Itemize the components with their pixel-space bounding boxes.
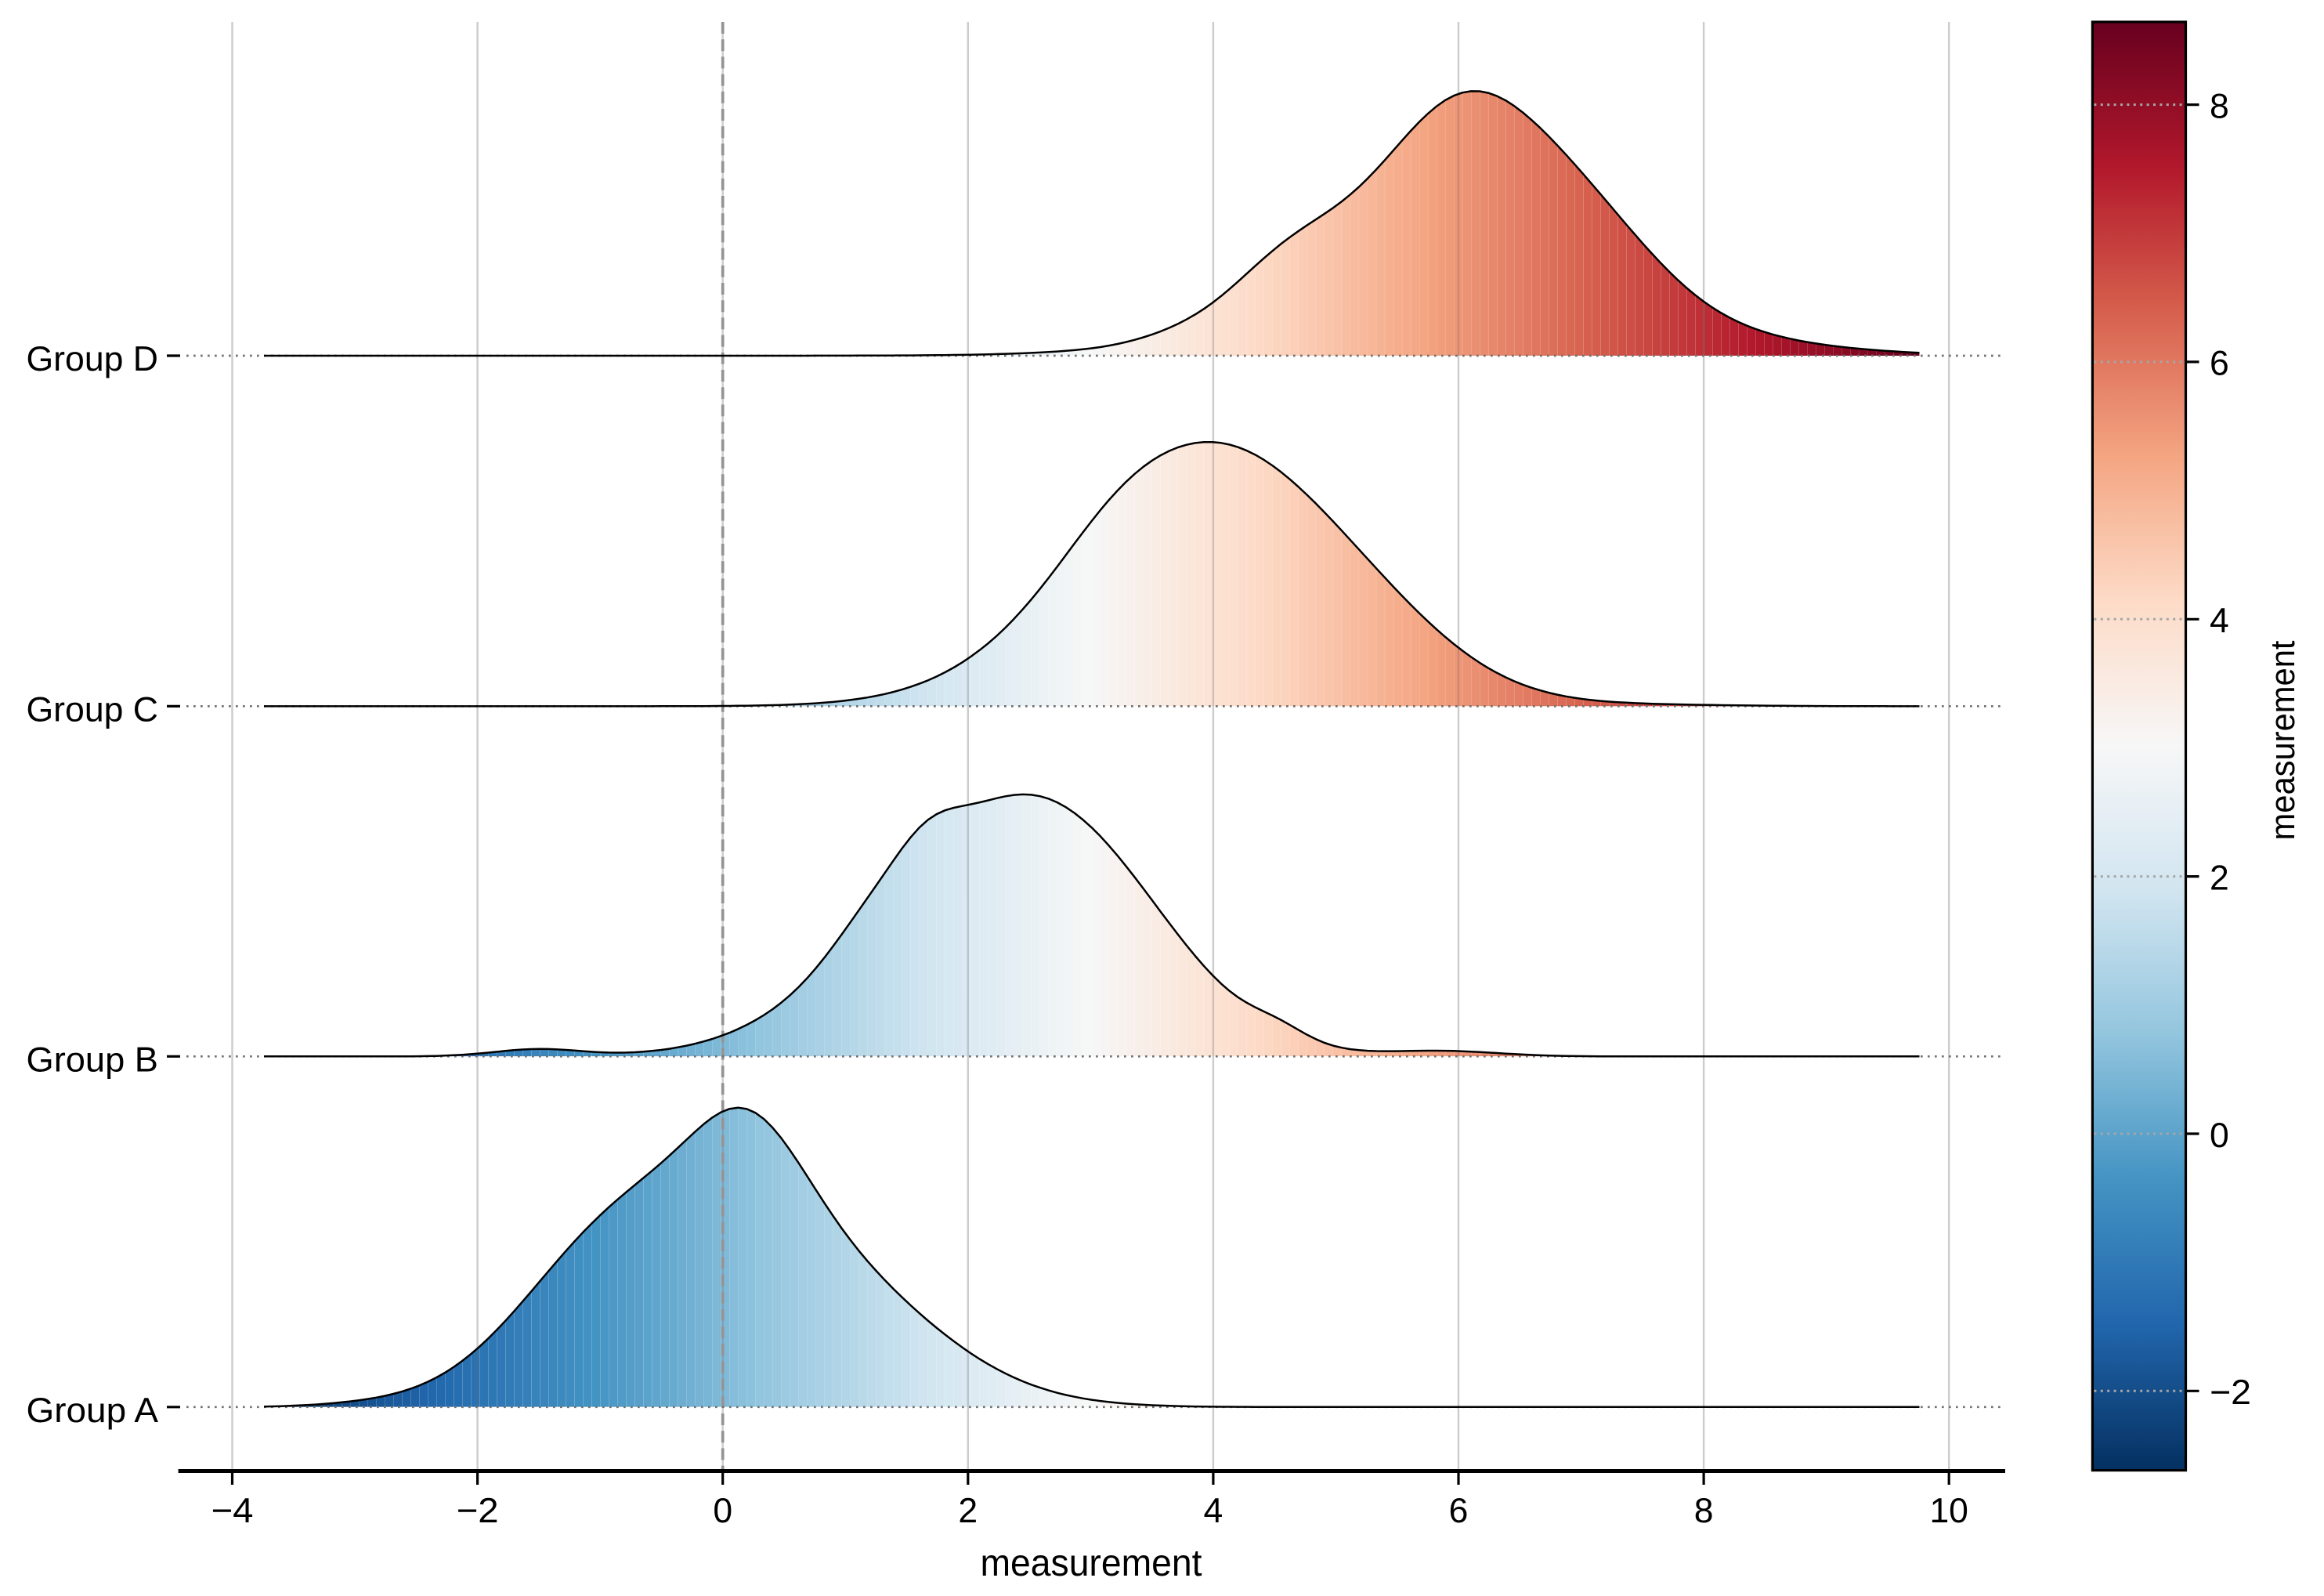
svg-text:Group A: Group A <box>27 1392 159 1430</box>
svg-text:measurement: measurement <box>2264 641 2302 841</box>
svg-text:8: 8 <box>1694 1492 1714 1530</box>
svg-text:6: 6 <box>1449 1492 1469 1530</box>
svg-text:−2: −2 <box>457 1492 499 1530</box>
svg-text:4: 4 <box>2210 602 2229 640</box>
svg-text:0: 0 <box>2210 1116 2229 1155</box>
svg-text:2: 2 <box>2210 859 2229 897</box>
svg-text:measurement: measurement <box>981 1543 1202 1584</box>
svg-text:10: 10 <box>1929 1492 1968 1530</box>
svg-text:Group D: Group D <box>27 340 158 378</box>
svg-text:0: 0 <box>713 1492 732 1530</box>
svg-text:Group B: Group B <box>27 1041 158 1080</box>
svg-text:Group C: Group C <box>27 691 158 729</box>
svg-text:6: 6 <box>2210 345 2229 383</box>
svg-text:−4: −4 <box>211 1492 254 1530</box>
svg-text:8: 8 <box>2210 87 2229 125</box>
svg-text:4: 4 <box>1204 1492 1223 1530</box>
svg-text:−2: −2 <box>2210 1373 2251 1412</box>
svg-text:2: 2 <box>958 1492 978 1530</box>
